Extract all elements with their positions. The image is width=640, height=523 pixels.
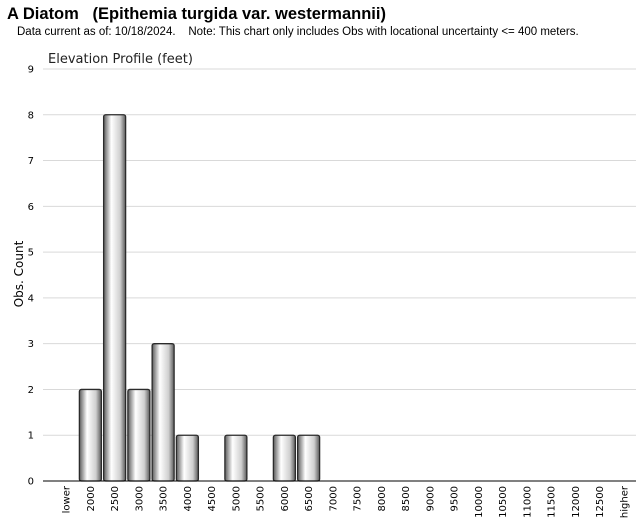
x-tick-label: 4500 [207,486,218,511]
x-tick-label: 12500 [595,486,606,518]
chart-title: Elevation Profile (feet) [48,52,193,67]
x-tick-label: 11500 [547,486,558,518]
x-tick-labels: lower 2000 2500 3000 3500 4000 4500 5000 5500 600… [62,485,631,518]
x-tick-label: 11000 [522,486,533,518]
y-tick-label: 0 [28,477,34,488]
y-tick-label: 6 [28,202,34,213]
x-tick-label: 5000 [231,486,242,511]
x-tick-label: 8500 [401,486,412,511]
bar-2500 [102,114,127,482]
x-tick-label: 7500 [353,486,364,511]
y-tick-label: 2 [28,385,34,396]
y-tick-label: 1 [28,431,34,442]
x-tick-label: 10500 [498,486,509,518]
x-tick-label: 9500 [450,486,461,511]
page-title: A Diatom (Epithemia turgida var. westerm… [7,5,386,23]
bar-6000 [272,434,297,482]
bar-4000 [175,434,200,482]
x-tick-label: higher [619,485,630,518]
x-tick-label: 3500 [159,486,170,511]
x-tick-label: 9000 [425,486,436,511]
x-tick-label: 8000 [377,486,388,511]
bar-6500 [296,434,321,482]
x-tick-label: 3000 [134,486,145,511]
bars [78,114,321,482]
x-tick-label: 6000 [280,486,291,511]
x-tick-label: 6500 [304,486,315,511]
x-tick-label: lower [62,485,73,513]
x-tick-label: 7000 [328,486,339,511]
x-tick-label: 12000 [571,486,582,518]
y-tick-label: 3 [28,339,34,350]
gridlines [43,68,636,436]
page-subtitle: Data current as of: 10/18/2024. Note: Th… [17,26,579,38]
y-tick-label: 5 [28,248,34,259]
y-tick-label: 9 [28,65,34,76]
y-axis-label: Obs. Count [12,240,26,307]
y-tick-label: 7 [28,156,34,167]
bar-3000 [127,388,151,482]
bar-2000 [78,388,103,482]
x-tick-label: 5500 [256,486,267,511]
bar-3500 [151,343,175,482]
x-tick-label: 4000 [183,486,194,511]
y-tick-labels: 0 1 2 3 4 5 6 7 8 9 [28,65,34,488]
x-tick-label: 2500 [110,486,121,511]
y-tick-label: 4 [28,293,34,304]
x-tick-label: 2000 [86,486,97,511]
y-tick-label: 8 [28,110,34,121]
x-tick-label: 10000 [474,486,485,518]
bar-5000 [224,434,248,482]
